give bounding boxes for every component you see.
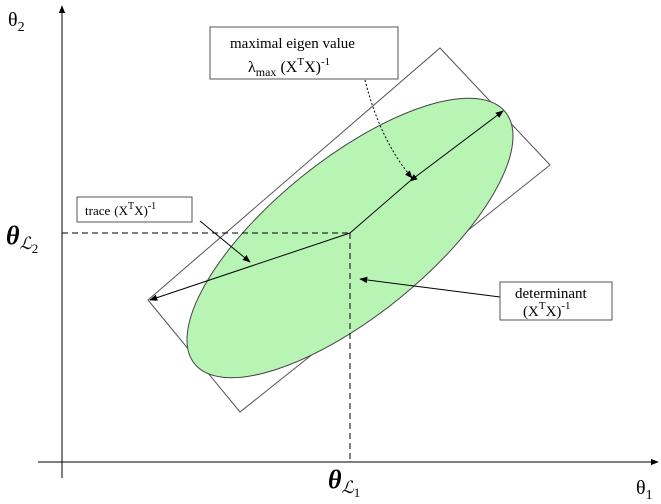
symbol: λ (248, 59, 256, 76)
determinant-formula: (XTX)-1 (523, 300, 571, 320)
determinant-title: determinant (515, 286, 587, 302)
subscript: 2 (18, 20, 25, 35)
text: (X (523, 304, 539, 320)
text: X) (546, 304, 562, 320)
subscript: ℒ (20, 234, 33, 253)
trace-arrow (149, 232, 351, 301)
eigen-box (209, 26, 399, 80)
superscript: T (539, 300, 546, 312)
symbol: θ (636, 477, 646, 499)
trace-box (76, 196, 193, 223)
trace-label: trace (XTX)-1 (85, 201, 156, 218)
determinant-pointer (359, 276, 501, 298)
subscript: max (256, 65, 277, 79)
subscript: 2 (32, 241, 39, 256)
text: X) (304, 59, 321, 76)
symbol: θ (328, 465, 342, 494)
y-estimate-label: θℒ2 (6, 221, 38, 256)
text: X) (134, 203, 148, 218)
symbol: θ (6, 221, 20, 250)
superscript: -1 (148, 201, 156, 212)
superscript: -1 (321, 56, 330, 68)
determinant-box (499, 281, 613, 321)
eigen-formula: λmax (XTX)-1 (248, 56, 330, 79)
subscript: 1 (354, 485, 361, 500)
x-estimate-label: θℒ1 (328, 465, 360, 500)
x-axis-label: θ1 (636, 477, 653, 503)
trace-pointer (199, 220, 251, 263)
eigen-pointer (364, 79, 413, 179)
minor-axis-line (349, 180, 411, 234)
text: (X (114, 203, 128, 218)
y-axis-label: θ2 (8, 9, 25, 35)
eigen-arrow (409, 110, 504, 182)
symbol: θ (8, 9, 18, 31)
superscript: T (297, 56, 304, 68)
superscript: T (128, 201, 134, 212)
text: (X (280, 59, 297, 76)
subscript: 1 (646, 488, 653, 503)
subscript: ℒ (342, 478, 355, 497)
text: trace (85, 203, 110, 218)
superscript: -1 (561, 300, 570, 312)
eigen-title: maximal eigen value (230, 36, 355, 52)
